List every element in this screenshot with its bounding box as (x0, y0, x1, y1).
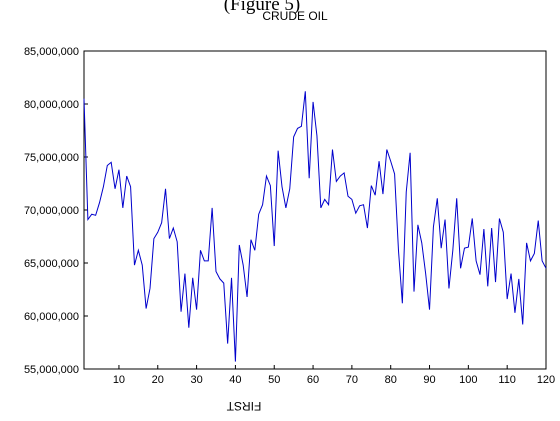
x-tick-label: 80 (385, 374, 397, 386)
x-axis-label: FIRST (226, 399, 261, 413)
chart-title: CRUDE OIL (262, 9, 328, 23)
x-tick-label: 100 (459, 374, 477, 386)
figure-caption: (Figure 5) (224, 0, 301, 15)
x-axis: 10 20 30 40 50 60 70 80 90 100 110 120 (113, 365, 555, 386)
x-tick-label: 70 (346, 374, 358, 386)
series-line-crude-oil (83, 91, 547, 362)
x-tick-label: 30 (190, 374, 202, 386)
plot-area (83, 50, 547, 370)
x-tick-label: 120 (537, 374, 555, 386)
y-tick-label: 75,000,000 (24, 152, 79, 164)
x-tick-label: 60 (307, 374, 319, 386)
x-tick-label: 20 (152, 374, 164, 386)
x-tick-label: 40 (229, 374, 241, 386)
y-tick-label: 55,000,000 (24, 364, 79, 376)
x-tick-label: 50 (268, 374, 280, 386)
y-tick-label: 70,000,000 (24, 205, 79, 217)
y-tick-label: 80,000,000 (24, 99, 79, 111)
x-tick-label: 10 (113, 374, 125, 386)
x-tick-label: 90 (423, 374, 435, 386)
x-tick-label: 110 (498, 374, 516, 386)
y-tick-label: 60,000,000 (24, 311, 79, 323)
y-axis: 55,000,000 60,000,000 65,000,000 70,000,000… (24, 46, 88, 376)
y-tick-label: 65,000,000 (24, 258, 79, 270)
y-tick-label: 85,000,000 (24, 46, 79, 58)
